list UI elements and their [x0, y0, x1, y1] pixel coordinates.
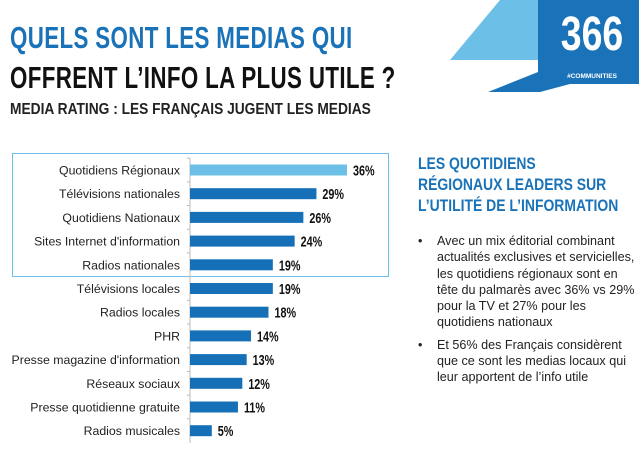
sidebar-heading-line: L’UTILITÉ DE L’INFORMATION: [418, 196, 619, 215]
category-label: Télévisions locales: [77, 282, 180, 296]
bar: [190, 425, 212, 437]
bar: [190, 235, 295, 247]
category-label: Radios nationales: [82, 258, 180, 272]
bullet-item: • Et 56% des Français considèrent que ce…: [418, 337, 638, 386]
data-label: 29%: [322, 185, 344, 202]
title-line-2: OFFRENT L’INFO LA PLUS UTILE ?: [10, 60, 396, 95]
bar: [190, 164, 347, 176]
bullet-list: • Avec un mix éditorial combinant actual…: [418, 233, 638, 392]
bar: [190, 377, 243, 389]
bar: [190, 259, 273, 271]
sidebar-heading: LES QUOTIDIENS RÉGIONAUX LEADERS SUR L’U…: [418, 153, 618, 216]
sidebar-heading-line: RÉGIONAUX LEADERS SUR: [418, 175, 607, 194]
category-label: Presse magazine d'information: [12, 353, 181, 367]
category-label: Radios musicales: [84, 424, 180, 438]
logo-number: 366: [561, 8, 623, 62]
data-label: 24%: [301, 233, 323, 250]
bar: [190, 188, 317, 200]
data-label: 11%: [244, 399, 265, 416]
logo-366-communities: 366 #COMMUNITIES: [450, 0, 639, 92]
category-label: Télévisions nationales: [59, 187, 180, 201]
data-label: 36%: [353, 162, 375, 179]
data-label: 5%: [218, 422, 234, 439]
category-label: Presse quotidienne gratuite: [30, 401, 180, 415]
highlight-box: [12, 153, 389, 277]
title-line-1: QUELS SONT LES MEDIAS QUI: [10, 20, 353, 55]
sidebar-heading-line: LES QUOTIDIENS: [418, 154, 536, 173]
subtitle: MEDIA RATING : LES FRANÇAIS JUGENT LES M…: [10, 101, 371, 118]
data-label: 26%: [309, 209, 331, 226]
bullet-icon: •: [418, 234, 423, 248]
data-label: 19%: [279, 280, 301, 297]
category-label: Quotidiens Nationaux: [62, 211, 180, 225]
data-label: 19%: [279, 257, 301, 274]
data-label: 12%: [248, 375, 270, 392]
category-label: Radios locales: [100, 306, 180, 320]
logo-dark-shape: [488, 0, 639, 92]
bar-chart: Quotidiens Régionaux 36% Télévisions natio…: [12, 157, 375, 443]
category-label: Quotidiens Régionaux: [59, 164, 181, 178]
bar: [190, 354, 247, 366]
bar: [190, 211, 304, 223]
category-label: PHR: [154, 329, 180, 343]
data-label: 18%: [274, 304, 296, 321]
logo-light-shape: [450, 0, 540, 60]
bar: [190, 306, 269, 318]
category-label: Réseaux sociaux: [86, 377, 180, 391]
category-label: Sites Internet d'information: [34, 235, 180, 249]
bar: [190, 401, 238, 413]
bar: [190, 330, 252, 342]
bar: [190, 283, 273, 294]
bullet-icon: •: [418, 337, 423, 352]
bullet-text: Avec un mix éditorial combinant actualit…: [437, 234, 635, 330]
logo-tagline: #COMMUNITIES: [567, 73, 618, 80]
data-label: 13%: [253, 351, 275, 368]
data-label: 14%: [257, 328, 279, 345]
bullet-item: • Avec un mix éditorial combinant actual…: [418, 233, 638, 331]
bullet-text: Et 56% des Français considèrent que ce s…: [437, 337, 627, 385]
